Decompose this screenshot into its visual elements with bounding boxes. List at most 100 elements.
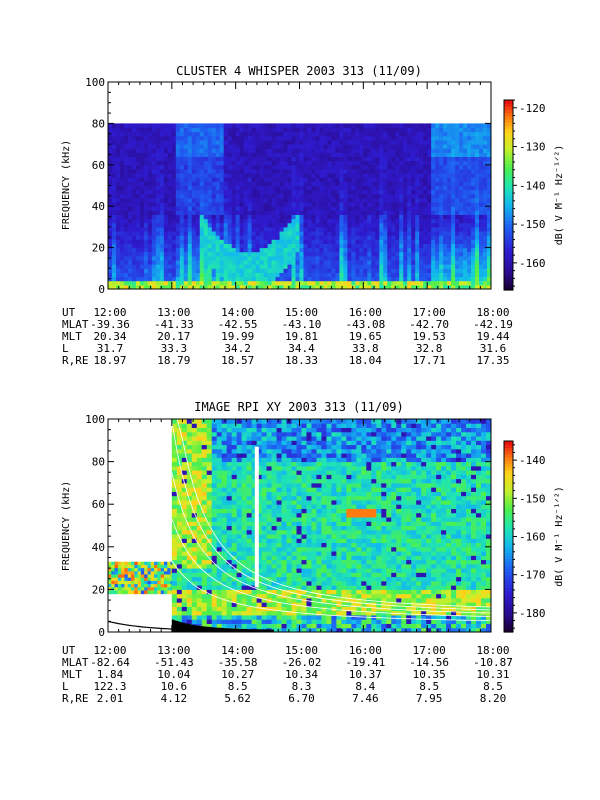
whisper-spectrogram-cell: [323, 284, 328, 290]
whisper-spectrogram-cell: [207, 280, 213, 286]
whisper-spectrogram-cell: [407, 239, 412, 244]
rpi-spectrogram-cell: [144, 580, 148, 585]
whisper-spectrogram-cell: [283, 243, 289, 249]
rpi-spectrogram-cell: [108, 577, 112, 582]
whisper-spectrogram-cell: [343, 160, 348, 166]
whisper-spectrogram-cell: [427, 185, 432, 191]
whisper-spectrogram-cell: [479, 264, 484, 269]
whisper-spectrogram-cell: [171, 123, 177, 129]
whisper-spectrogram-cell: [415, 243, 420, 249]
whisper-spectrogram-cell: [187, 247, 193, 253]
whisper-spectrogram-cell: [147, 235, 153, 240]
whisper-spectrogram-cell: [108, 222, 113, 228]
rpi-spectrogram-cell: [216, 614, 223, 620]
whisper-spectrogram-cell: [407, 123, 412, 129]
whisper-spectrogram-cell: [199, 260, 205, 265]
whisper-spectrogram-cell: [159, 235, 165, 240]
whisper-spectrogram-cell: [199, 123, 205, 129]
whisper-spectrogram-cell: [379, 139, 384, 145]
whisper-spectrogram-cell: [447, 160, 452, 166]
whisper-spectrogram-cell: [131, 185, 137, 191]
whisper-spectrogram-cell: [183, 247, 189, 253]
rpi-spectrogram-cell: [137, 584, 142, 588]
whisper-spectrogram-cell: [215, 264, 221, 269]
whisper-spectrogram-cell: [299, 214, 304, 220]
rpi-spectrogram-cell: [231, 593, 238, 599]
whisper-spectrogram-cell: [131, 197, 137, 203]
whisper-spectrogram-cell: [327, 139, 332, 145]
rpi-spectrogram-cell: [191, 619, 198, 624]
whisper-spectrogram-cell: [311, 247, 316, 253]
whisper-spectrogram-cell: [487, 239, 492, 244]
whisper-colorbar-cell: [504, 223, 513, 228]
whisper-spectrogram-cell: [355, 222, 360, 228]
whisper-spectrogram-cell: [227, 284, 233, 290]
whisper-spectrogram-cell: [403, 164, 408, 170]
whisper-spectrogram-cell: [179, 164, 185, 170]
whisper-spectrogram-cell: [259, 235, 265, 240]
whisper-spectrogram-cell: [227, 160, 233, 166]
whisper-spectrogram-cell: [399, 156, 404, 162]
whisper-spectrogram-cell: [155, 206, 161, 211]
whisper-spectrogram-cell: [379, 156, 384, 162]
whisper-spectrogram-cell: [171, 218, 177, 224]
whisper-spectrogram-cell: [243, 276, 249, 282]
rpi-spectrogram-cell: [216, 538, 223, 544]
whisper-spectrogram-cell: [279, 160, 285, 166]
whisper-spectrogram-cell: [487, 156, 492, 162]
whisper-spectrogram-cell: [463, 189, 468, 195]
rpi-spectrogram-cell: [211, 568, 218, 573]
whisper-spectrogram-cell: [323, 210, 328, 215]
whisper-spectrogram-cell: [423, 222, 428, 228]
whisper-spectrogram-cell: [239, 181, 245, 186]
whisper-spectrogram-cell: [247, 135, 253, 141]
whisper-spectrogram-cell: [335, 255, 340, 261]
whisper-spectrogram-cell: [211, 193, 217, 199]
whisper-spectrogram-cell: [195, 139, 201, 145]
whisper-spectrogram-cell: [171, 284, 177, 290]
whisper-spectrogram-cell: [167, 226, 173, 232]
whisper-spectrogram-cell: [351, 173, 356, 178]
rpi-spectrogram-cell: [117, 590, 122, 595]
whisper-spectrogram-cell: [211, 222, 217, 228]
whisper-spectrogram-cell: [127, 189, 133, 195]
rpi-spectrogram-cell: [181, 551, 188, 556]
whisper-spectrogram-cell: [355, 251, 360, 257]
whisper-spectrogram-cell: [231, 276, 237, 282]
whisper-spectrogram-cell: [151, 243, 157, 249]
whisper-spectrogram-cell: [359, 181, 364, 186]
whisper-colorbar-cell: [504, 185, 513, 190]
whisper-spectrogram-cell: [451, 280, 456, 286]
whisper-spectrogram-cell: [163, 255, 169, 261]
rpi-spectrogram-cell: [186, 521, 193, 526]
whisper-spectrogram-cell: [195, 284, 201, 290]
whisper-spectrogram-cell: [243, 214, 249, 220]
whisper-spectrogram-cell: [463, 160, 468, 166]
rpi-spectrogram-cell: [127, 561, 132, 566]
whisper-spectrogram-cell: [279, 243, 285, 249]
whisper-spectrogram-cell: [367, 210, 372, 215]
whisper-spectrogram-cell: [343, 202, 348, 207]
whisper-spectrogram-cell: [427, 160, 432, 166]
whisper-ephemeris-value: 19.99: [221, 330, 254, 343]
whisper-spectrogram-cell: [147, 152, 153, 158]
rpi-spectrogram-cell: [191, 534, 198, 539]
whisper-spectrogram-cell: [419, 239, 424, 244]
rpi-spectrogram-cell: [201, 491, 208, 497]
rpi-spectrogram-cell: [147, 568, 152, 572]
whisper-spectrogram-cell: [199, 189, 205, 195]
whisper-spectrogram-cell: [147, 243, 153, 249]
whisper-spectrogram-cell: [287, 280, 293, 286]
whisper-spectrogram-cell: [119, 197, 125, 203]
whisper-spectrogram-cell: [295, 173, 300, 178]
rpi-spectrogram-cell: [236, 436, 243, 441]
whisper-spectrogram-cell: [251, 280, 257, 286]
whisper-spectrogram-cell: [307, 218, 312, 224]
whisper-spectrogram-cell: [239, 164, 245, 170]
whisper-spectrogram-cell: [135, 168, 141, 174]
whisper-spectrogram-cell: [291, 280, 297, 286]
whisper-spectrogram-cell: [251, 148, 257, 153]
whisper-spectrogram-cell: [119, 123, 125, 129]
rpi-spectrogram-cell: [216, 546, 223, 552]
whisper-spectrogram-cell: [191, 202, 197, 207]
